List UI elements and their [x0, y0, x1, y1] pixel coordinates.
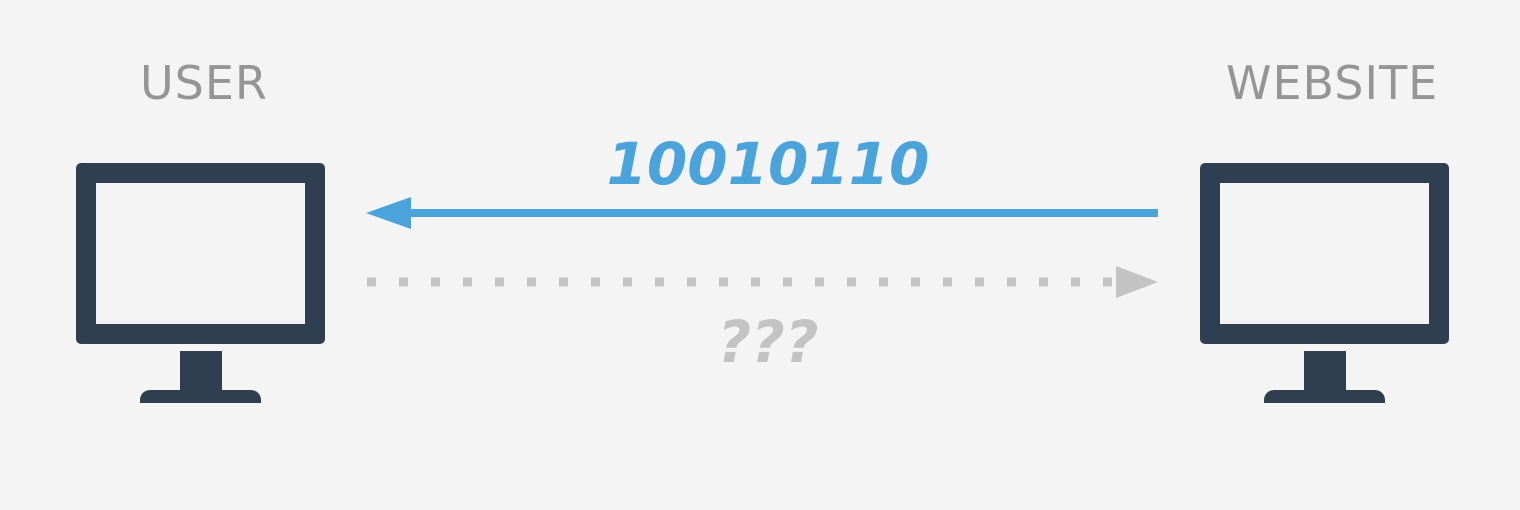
- website-label: WEBSITE: [1226, 56, 1439, 110]
- monitor-screen: [1220, 183, 1429, 324]
- response-arrow: 10010110: [366, 130, 1158, 229]
- monitor-screen: [96, 183, 305, 324]
- monitor-base: [140, 390, 261, 403]
- user-computer-icon: [76, 163, 325, 403]
- response-arrow-label: 10010110: [607, 130, 930, 198]
- user-label: USER: [140, 56, 268, 110]
- monitor-neck: [180, 351, 222, 391]
- monitor-frame: [1200, 163, 1449, 344]
- request-arrow-label: ???: [718, 308, 819, 376]
- monitor-frame: [76, 163, 325, 344]
- monitor-neck: [1304, 351, 1346, 391]
- request-arrow: ???: [367, 266, 1158, 376]
- response-arrowhead: [366, 197, 411, 229]
- request-arrowhead: [1116, 266, 1158, 298]
- website-computer-icon: [1200, 163, 1449, 403]
- monitor-base: [1264, 390, 1385, 403]
